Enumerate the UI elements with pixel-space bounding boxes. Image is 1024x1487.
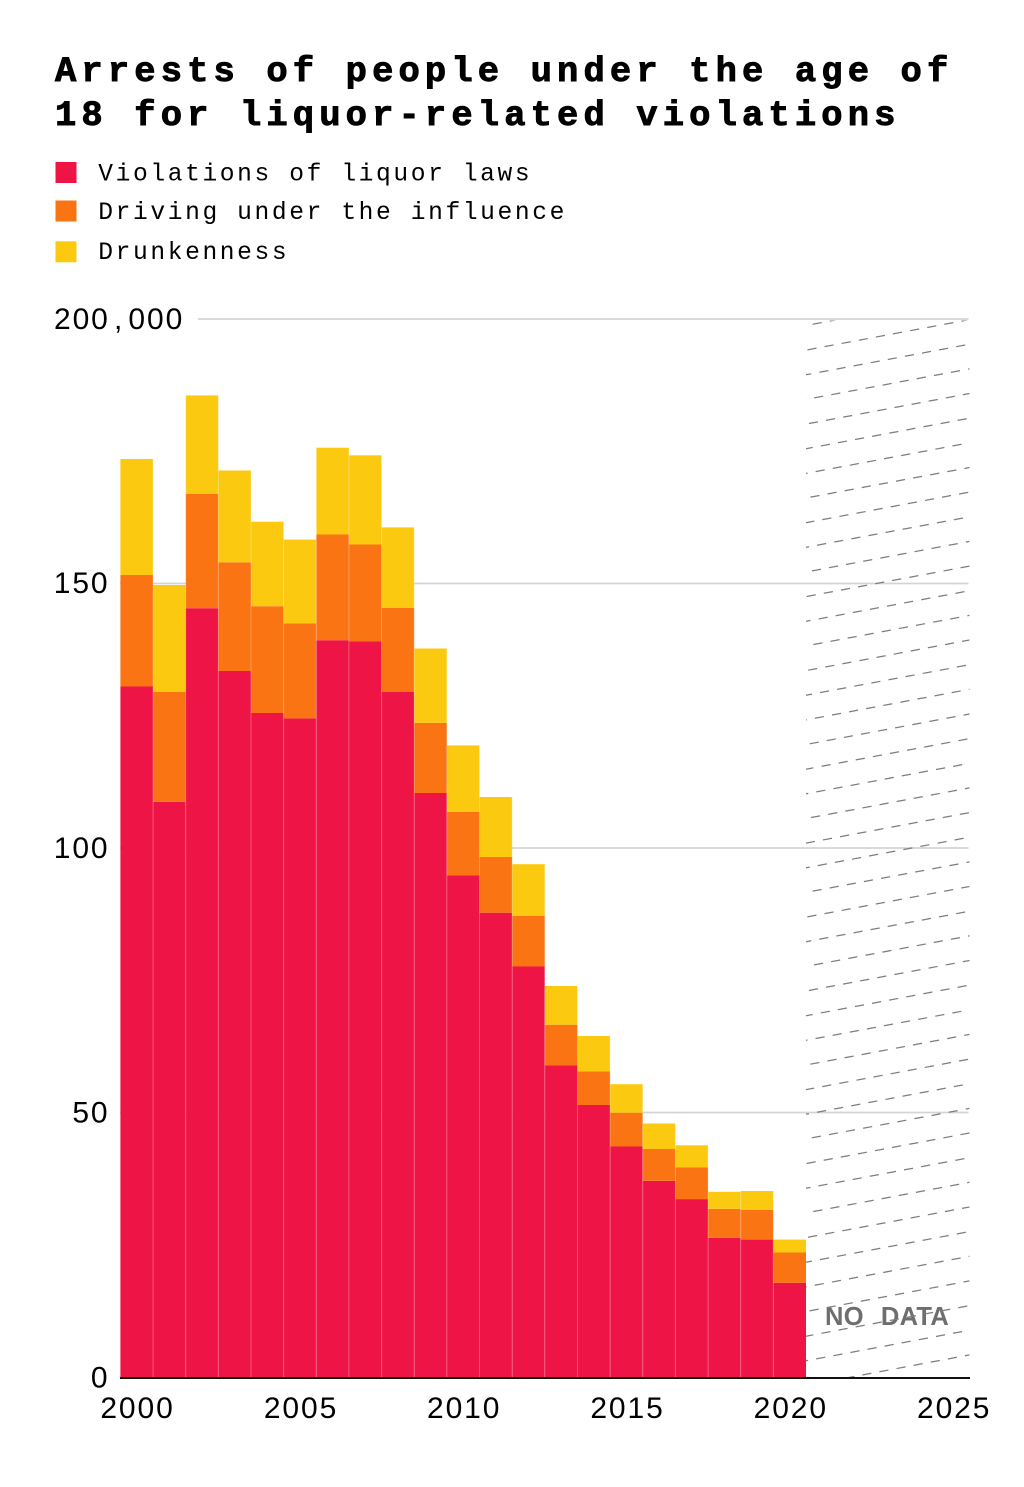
svg-text:18 for liquor-related violatio: 18 for liquor-related violations [55, 95, 901, 136]
svg-text:2015: 2015 [590, 1392, 664, 1425]
svg-text:200,000: 200, 000 [54, 303, 184, 336]
svg-text:2010: 2010 [427, 1392, 501, 1425]
svg-text:Violations of liquor laws: Violations of liquor laws [98, 162, 532, 189]
svg-text:100: 100 [54, 832, 110, 865]
svg-text:2000: 2000 [100, 1392, 174, 1425]
svg-text:150: 150 [54, 567, 110, 600]
svg-text:2005: 2005 [264, 1392, 338, 1425]
svg-text:Driving under the influence: Driving under the influence [98, 200, 567, 227]
svg-text:Drunkenness: Drunkenness [98, 240, 289, 267]
svg-text:2020: 2020 [754, 1392, 828, 1425]
svg-text:50: 50 [72, 1096, 109, 1129]
svg-text:Arrests of people under the ag: Arrests of people under the age of [55, 51, 953, 92]
svg-text:0: 0 [91, 1361, 110, 1394]
svg-text:2025: 2025 [917, 1392, 991, 1425]
